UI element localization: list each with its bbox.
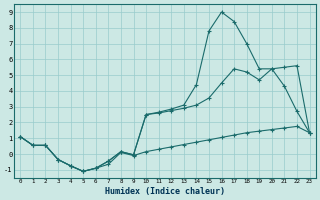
X-axis label: Humidex (Indice chaleur): Humidex (Indice chaleur) [105,187,225,196]
